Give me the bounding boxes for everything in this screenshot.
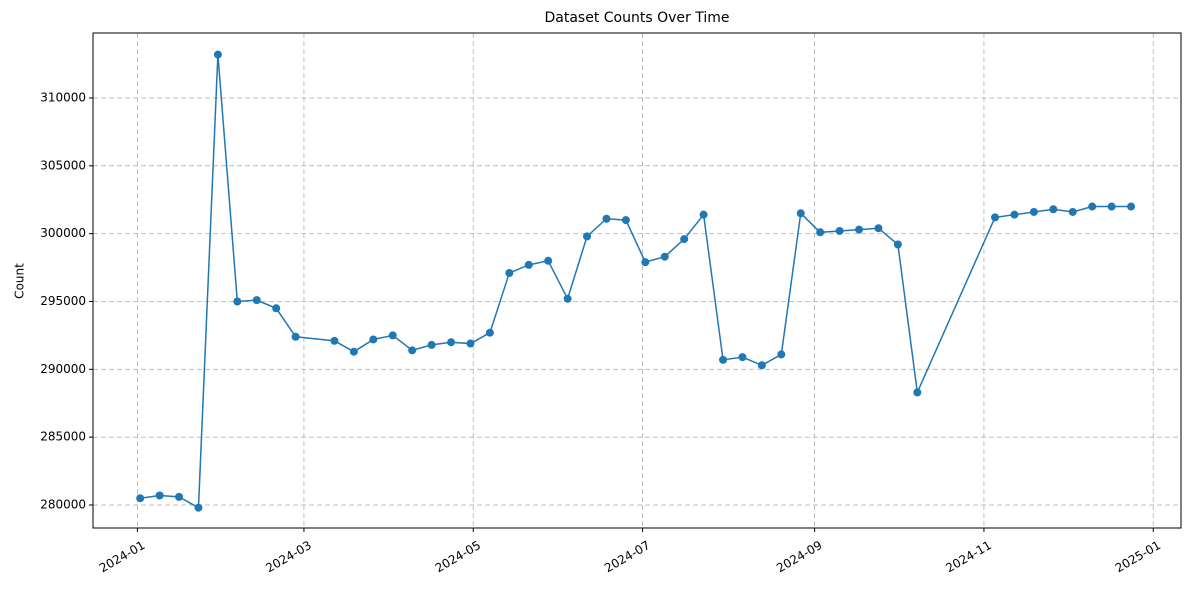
plot-frame bbox=[92, 32, 1182, 529]
marker bbox=[349, 347, 358, 356]
marker bbox=[893, 240, 902, 249]
x-tick-label: 2024-01 bbox=[97, 538, 147, 575]
marker bbox=[621, 216, 630, 225]
marker bbox=[1068, 207, 1077, 216]
marker bbox=[777, 350, 786, 359]
marker bbox=[583, 232, 592, 241]
marker bbox=[447, 338, 456, 347]
marker bbox=[1010, 210, 1019, 219]
marker bbox=[155, 491, 164, 500]
y-tick-label: 305000 bbox=[40, 158, 86, 172]
marker bbox=[505, 269, 514, 278]
marker bbox=[466, 339, 475, 348]
marker bbox=[757, 361, 766, 370]
marker bbox=[524, 260, 533, 269]
marker bbox=[699, 210, 708, 219]
x-tick-label: 2024-05 bbox=[433, 538, 483, 575]
x-tick-label: 2024-09 bbox=[774, 538, 824, 575]
y-tick-label: 300000 bbox=[40, 226, 86, 240]
marker bbox=[719, 355, 728, 364]
marker bbox=[175, 492, 184, 501]
marker bbox=[1088, 202, 1097, 211]
marker bbox=[252, 296, 261, 305]
y-tick-label: 285000 bbox=[40, 430, 86, 444]
marker bbox=[544, 256, 553, 265]
y-axis-label: Count bbox=[13, 263, 27, 299]
marker bbox=[991, 213, 1000, 222]
line bbox=[140, 54, 1132, 509]
marker bbox=[835, 226, 844, 235]
y-tick-label: 310000 bbox=[40, 90, 86, 104]
marker bbox=[680, 235, 689, 244]
marker bbox=[485, 328, 494, 337]
marker bbox=[136, 494, 145, 503]
x-tick-label: 2024-07 bbox=[602, 538, 652, 575]
marker bbox=[796, 209, 805, 218]
marker bbox=[194, 503, 203, 512]
marker bbox=[641, 258, 650, 267]
marker bbox=[913, 388, 922, 397]
marker bbox=[408, 346, 417, 355]
y-tick-label: 280000 bbox=[40, 498, 86, 512]
x-tick-label: 2025-01 bbox=[1113, 538, 1163, 575]
marker bbox=[738, 353, 747, 362]
marker bbox=[388, 331, 397, 340]
marker bbox=[563, 294, 572, 303]
y-tick-label: 290000 bbox=[40, 362, 86, 376]
marker bbox=[330, 336, 339, 345]
marker bbox=[272, 304, 281, 313]
marker bbox=[1049, 205, 1058, 214]
marker bbox=[1029, 207, 1038, 216]
marker bbox=[660, 252, 669, 261]
marker bbox=[291, 332, 300, 341]
x-tick-label: 2024-11 bbox=[943, 538, 993, 575]
marker bbox=[1107, 202, 1116, 211]
marker bbox=[213, 50, 222, 59]
marker bbox=[855, 225, 864, 234]
marker bbox=[874, 224, 883, 233]
marker bbox=[427, 340, 436, 349]
x-tick-label: 2024-03 bbox=[263, 538, 313, 575]
marker bbox=[816, 228, 825, 237]
marker bbox=[233, 297, 242, 306]
chart-title: Dataset Counts Over Time bbox=[545, 10, 730, 26]
marker bbox=[602, 214, 611, 223]
y-tick-label: 295000 bbox=[40, 294, 86, 308]
marker bbox=[1127, 202, 1136, 211]
marker bbox=[369, 335, 378, 344]
